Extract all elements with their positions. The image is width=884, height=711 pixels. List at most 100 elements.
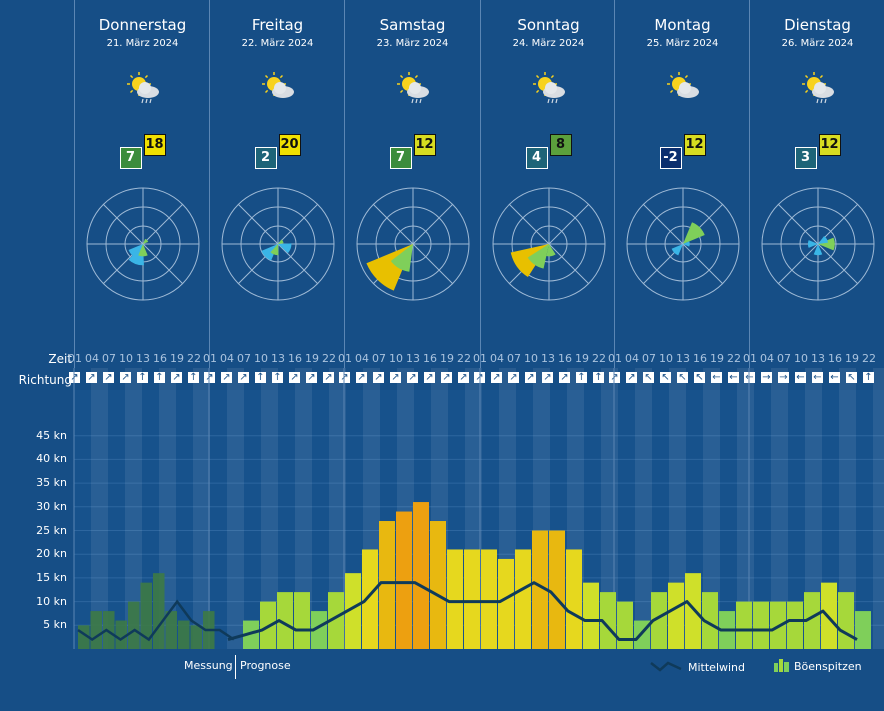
- hour-label: 13: [676, 352, 690, 365]
- y-tick-label: 25 kn: [36, 523, 67, 537]
- rose-sector: [269, 244, 278, 256]
- y-tick-label: 35 kn: [36, 476, 67, 490]
- hour-label: 13: [811, 352, 825, 365]
- wind-direction-arrow: ↖: [846, 372, 857, 383]
- hour-label: 04: [490, 352, 504, 365]
- hour-label: 01: [473, 352, 487, 365]
- hour-label: 16: [558, 352, 572, 365]
- rose-sector: [527, 244, 549, 269]
- gust-bar: [804, 592, 820, 649]
- rose-sector: [137, 244, 148, 257]
- wind-direction-arrow: ↗: [441, 372, 452, 383]
- time-band: [669, 368, 686, 649]
- gust-bar: [379, 521, 395, 649]
- hour-label: 16: [288, 352, 302, 365]
- hour-label: 01: [743, 352, 757, 365]
- rose-sector: [142, 238, 148, 244]
- hour-label: 22: [862, 352, 876, 365]
- hour-label: 13: [271, 352, 285, 365]
- wind-rose: [492, 187, 605, 301]
- wind-direction-arrow: ↗: [542, 372, 553, 383]
- day-column-0: Donnerstag 21. März 2024 7 18: [74, 0, 210, 368]
- wind-direction-arrow: ↗: [373, 372, 384, 383]
- gust-bar: [549, 530, 565, 649]
- gust-bar: [430, 521, 446, 649]
- hour-label: 04: [220, 352, 234, 365]
- gust-bar: [600, 592, 616, 649]
- hour-label: 10: [254, 352, 268, 365]
- measured-gust-bar: [190, 625, 202, 649]
- rose-sector: [813, 244, 822, 256]
- time-band: [635, 368, 652, 649]
- hour-label: 22: [592, 352, 606, 365]
- hour-label: 16: [828, 352, 842, 365]
- hour-label: 01: [68, 352, 82, 365]
- wind-direction-arrow: ↑: [137, 372, 148, 383]
- time-band: [805, 368, 822, 649]
- gust-bar: [736, 601, 752, 649]
- wind-direction-arrow: ↗: [103, 372, 114, 383]
- wind-direction-arrow: ←: [829, 372, 840, 383]
- y-tick-label: 30 kn: [36, 499, 67, 513]
- temp-max-badge: 12: [413, 134, 436, 156]
- day-column-5: Dienstag 26. März 2024 3 12: [749, 0, 884, 368]
- hour-label: 04: [625, 352, 639, 365]
- wind-direction-arrow: ←: [728, 372, 739, 383]
- wind-direction-arrow: ↖: [694, 372, 705, 383]
- hour-label: 19: [305, 352, 319, 365]
- measured-gust-bar: [90, 611, 102, 649]
- day-column-3: Sonntag 24. März 2024 4 8: [480, 0, 616, 368]
- wind-direction-arrow: ↗: [458, 372, 469, 383]
- gust-bar: [515, 549, 531, 649]
- y-tick-label: 20 kn: [36, 547, 67, 561]
- hour-label: 22: [187, 352, 201, 365]
- gust-bar: [277, 592, 293, 649]
- wind-direction-arrow: ↖: [643, 372, 654, 383]
- time-band: [261, 368, 278, 649]
- wind-rose: [356, 187, 469, 301]
- gust-bar: [396, 511, 412, 649]
- gust-bar: [702, 592, 718, 649]
- rose-sector: [682, 241, 690, 247]
- day-date: 23. März 2024: [376, 38, 449, 49]
- day-column-2: Samstag 23. März 2024 7 12: [344, 0, 480, 368]
- rose-sector: [682, 222, 705, 244]
- sun-cloud-icon: [261, 72, 294, 98]
- day-name: Freitag: [251, 16, 304, 34]
- temp-min-badge: 2: [254, 147, 277, 169]
- wind-direction-arrow: ↗: [86, 372, 97, 383]
- gust-bar: [362, 549, 378, 649]
- mittelwind-legend-icon: [650, 661, 682, 672]
- day-column-1: Freitag 22. März 2024 2 20: [209, 0, 345, 368]
- gust-bar: [838, 592, 854, 649]
- wind-direction-arrow: ↑: [863, 372, 874, 383]
- hour-label: 13: [136, 352, 150, 365]
- measured-gust-bar: [178, 620, 190, 649]
- y-tick-label: 10 kn: [36, 594, 67, 608]
- wind-direction-arrow: ↗: [508, 372, 519, 383]
- day-date: 25. März 2024: [646, 38, 719, 49]
- time-band: [193, 368, 210, 649]
- hour-label: 16: [693, 352, 707, 365]
- hour-label: 10: [794, 352, 808, 365]
- hour-label: 16: [423, 352, 437, 365]
- boeen-legend-label: Böenspitzen: [794, 660, 862, 673]
- gust-bar: [532, 530, 548, 649]
- measured-gust-bar: [78, 625, 90, 649]
- hour-label: 16: [153, 352, 167, 365]
- day-name: Donnerstag: [98, 16, 187, 34]
- rose-sector: [807, 240, 818, 248]
- rose-sector: [817, 236, 828, 244]
- day-name: Montag: [654, 16, 711, 34]
- hour-label: 04: [355, 352, 369, 365]
- wind-direction-arrow: ↑: [272, 372, 283, 383]
- wind-direction-arrow: ↗: [120, 372, 131, 383]
- gust-bar: [243, 620, 259, 649]
- temp-max-badge: 12: [683, 134, 706, 156]
- hour-label: 04: [85, 352, 99, 365]
- wind-direction-arrow: ↗: [424, 372, 435, 383]
- wind-direction-arrow: ↗: [356, 372, 367, 383]
- wind-direction-arrow: ←: [795, 372, 806, 383]
- wind-direction-arrow: ↗: [491, 372, 502, 383]
